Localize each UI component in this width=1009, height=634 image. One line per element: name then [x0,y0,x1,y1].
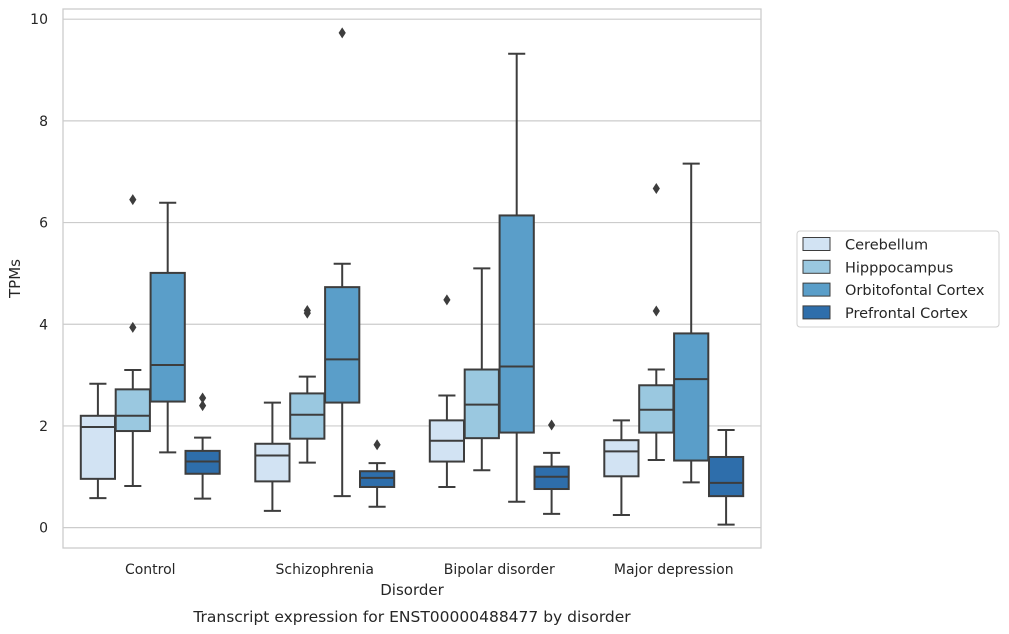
box [254,401,291,512]
series-cerebellum [79,294,640,516]
box [149,201,186,454]
box-body [149,271,186,403]
box [673,162,710,484]
box [428,294,466,488]
y-tick-label: 2 [39,419,48,435]
series-orbitofontal-cortex [149,27,710,503]
y-tick-label: 10 [30,12,48,28]
legend-label: Prefrontal Cortex [845,306,968,322]
legend-item: Cerebellum [802,237,928,254]
x-tick-label: Bipolar disorder [444,562,555,578]
y-tick-label: 4 [39,317,48,333]
legend-item: Prefrontal Cortex [802,305,968,322]
box-body [603,439,640,478]
box-series [79,27,745,526]
series-prefrontal-cortex [184,392,745,526]
y-tick-label: 8 [39,114,48,130]
outlier-point [443,294,451,306]
y-axis-label: TPMs [6,259,24,299]
y-tick-label: 0 [39,521,48,537]
legend-label: Hipppocampus [845,260,953,276]
box [463,267,500,472]
box [638,182,675,462]
box [79,382,117,500]
outlier-point [129,194,137,206]
plot-frame [62,8,762,549]
box-body [358,470,396,488]
outlier-point [303,305,311,317]
legend-swatch [802,237,831,251]
box-body [533,465,570,491]
legend-frame [796,230,1000,328]
y-tick-label: 6 [39,216,48,232]
chart-caption: Transcript expression for ENST0000048847… [192,608,631,626]
box [358,439,396,508]
x-tick-label: Schizophrenia [276,562,374,578]
outlier-point [129,321,137,333]
box [498,52,535,503]
outlier-point [652,182,660,194]
outlier-point [338,27,346,39]
legend-item: Orbitofontal Cortex [802,282,985,299]
legend-label: Cerebellum [845,238,928,254]
x-tick-labels: Control Schizophrenia Bipolar disorder Majo… [125,562,734,578]
outlier-point [373,439,381,451]
box-body [114,388,151,433]
legend-swatch [802,305,831,320]
outlier-point [652,305,660,317]
series-hipppocampus [114,182,675,487]
box [707,429,745,526]
box [114,194,151,487]
box-body [289,392,326,440]
x-tick-label: Control [125,562,176,578]
box-body [324,286,361,404]
box [324,27,361,498]
box [289,305,326,464]
legend-label: Orbitofontal Cortex [845,283,985,299]
y-tick-labels: 0 2 4 6 8 10 [30,12,48,536]
legend-swatch [802,282,831,297]
legend-swatch [802,259,831,274]
box [603,419,640,516]
box-body [254,442,291,483]
outlier-point [199,392,207,404]
x-tick-label: Major depression [614,562,734,578]
box-body [498,214,535,434]
box [533,419,570,515]
x-axis-label: Disorder [380,581,444,599]
legend-item: Hipppocampus [802,259,953,276]
legend: Cerebellum Hipppocampus Orbitofontal Corte… [796,230,1000,328]
box-body [707,455,745,498]
box-body [673,332,710,462]
box-body [79,414,117,480]
box [184,392,221,500]
outlier-point [199,400,207,412]
outlier-point [548,419,556,431]
